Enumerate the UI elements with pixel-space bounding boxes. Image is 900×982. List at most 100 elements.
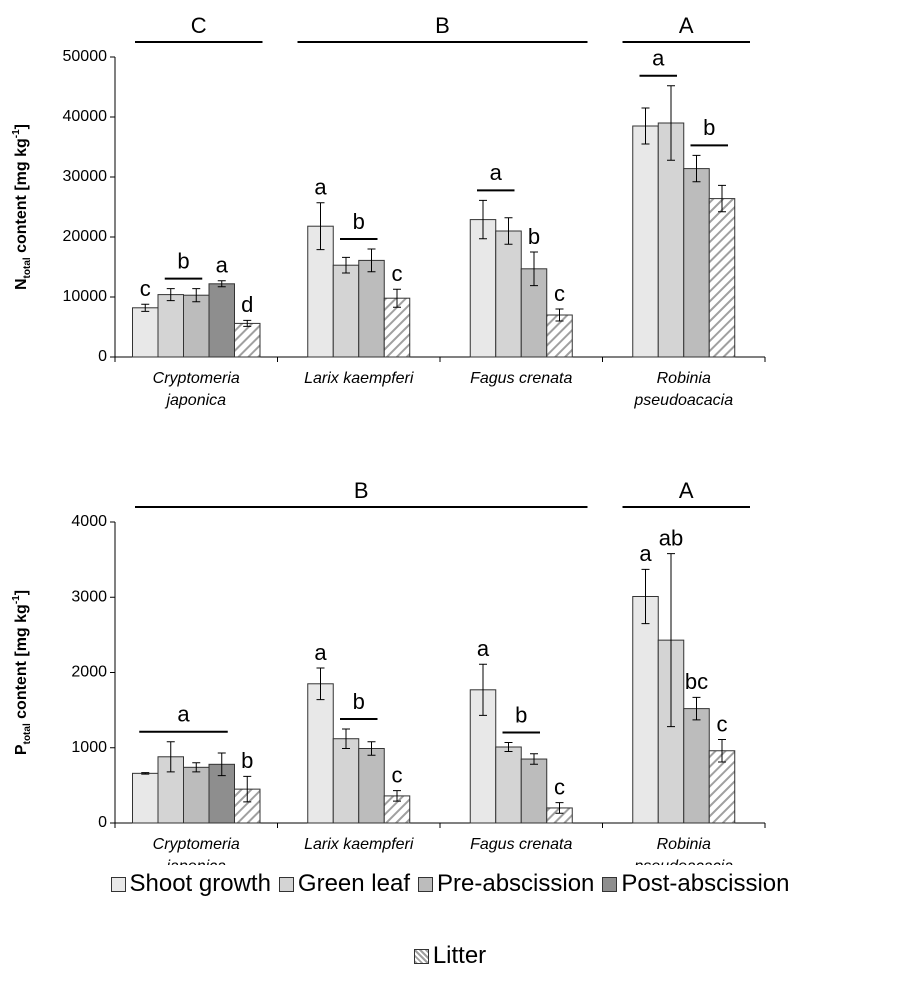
error-bar xyxy=(555,802,564,814)
y-label-part: N xyxy=(13,278,30,290)
category-label: Larix kaempferi xyxy=(304,370,414,387)
category-label: Robinia xyxy=(657,836,711,853)
bar xyxy=(358,748,385,824)
y-tick-label: 1000 xyxy=(71,739,107,756)
bar xyxy=(307,683,334,824)
group-letter: B xyxy=(435,13,450,38)
legend-item: Pre-abscission xyxy=(418,870,594,898)
bar xyxy=(157,294,184,358)
y-label-part: ] xyxy=(13,124,30,129)
group-letter: A xyxy=(679,478,694,503)
legend-label: Litter xyxy=(432,942,487,969)
error-bar xyxy=(141,772,150,775)
y-label-part: -1 xyxy=(11,595,22,604)
legend-swatch xyxy=(413,948,429,964)
error-bar xyxy=(393,790,401,802)
group-letter: B xyxy=(354,478,369,503)
significance-letter: b xyxy=(241,748,253,773)
y-tick-label: 50000 xyxy=(63,48,108,65)
significance-letter: a xyxy=(652,46,665,71)
significance-letter: a xyxy=(314,640,327,665)
category-label: japonica xyxy=(164,392,226,409)
y-tick-label: 40000 xyxy=(63,108,108,125)
bar xyxy=(332,738,360,824)
significance-letter: c xyxy=(717,711,728,736)
legend-swatch xyxy=(602,876,618,892)
y-label-part: ] xyxy=(13,590,30,595)
y-label-part: total xyxy=(22,723,33,744)
error-bar xyxy=(192,288,201,303)
error-bar xyxy=(166,288,175,302)
y-tick-label: 10000 xyxy=(63,288,108,305)
significance-letter: a xyxy=(490,160,503,185)
category-label: Larix kaempferi xyxy=(304,836,414,853)
error-bar xyxy=(641,568,650,625)
y-axis-label: Ptotal content [mg kg-1] xyxy=(11,590,33,755)
significance-letter: b xyxy=(353,209,365,234)
legend-item: Post-abscission xyxy=(602,870,789,898)
error-bar xyxy=(367,741,376,756)
significance-letter: a xyxy=(216,253,229,278)
significance-letter: c xyxy=(140,276,151,301)
bar xyxy=(183,766,210,824)
significance-letter: b xyxy=(177,248,189,273)
significance-letter: a xyxy=(177,702,190,727)
legend-item: Green leaf xyxy=(278,870,410,898)
bar xyxy=(708,198,736,358)
error-bar xyxy=(555,308,564,322)
y-label-part: -1 xyxy=(11,129,22,138)
legend: Shoot growth Green leaf Pre-abscission Post… xyxy=(0,870,900,970)
y-tick-label: 20000 xyxy=(63,228,108,245)
category-label: Robinia xyxy=(657,370,711,387)
bar xyxy=(520,758,548,824)
y-tick-label: 3000 xyxy=(71,588,107,605)
bar xyxy=(632,595,659,824)
legend-label: Pre-abscission xyxy=(437,870,595,897)
significance-letter: b xyxy=(703,115,715,140)
error-bar xyxy=(530,753,538,765)
significance-letter: d xyxy=(241,292,253,317)
bar xyxy=(183,294,210,358)
significance-letter: a xyxy=(477,636,490,661)
bar xyxy=(234,322,261,358)
y-tick-label: 2000 xyxy=(71,664,107,681)
error-bar xyxy=(316,667,325,701)
error-bar xyxy=(342,728,350,750)
error-bar xyxy=(530,251,538,287)
significance-letter: bc xyxy=(685,669,708,694)
legend-label: Green leaf xyxy=(297,870,410,897)
error-bar xyxy=(504,217,513,245)
category-label: pseudoacacia xyxy=(633,858,733,865)
legend-swatch xyxy=(418,876,433,892)
error-bar xyxy=(479,199,487,240)
error-bar xyxy=(166,741,175,773)
significance-letter: a xyxy=(314,175,327,200)
significance-letter: b xyxy=(515,702,527,727)
error-bar xyxy=(243,775,252,803)
significance-letter: b xyxy=(353,689,365,714)
error-bar xyxy=(667,85,675,161)
bar xyxy=(632,125,659,358)
error-bar xyxy=(393,288,401,308)
error-bar xyxy=(641,107,650,145)
bar xyxy=(495,746,522,824)
legend-swatch xyxy=(278,876,294,892)
bar xyxy=(132,772,159,824)
significance-letter: c xyxy=(392,261,403,286)
error-bar xyxy=(718,738,726,763)
bar xyxy=(683,708,710,824)
error-bar xyxy=(718,184,726,213)
category-label: Fagus crenata xyxy=(470,370,572,387)
legend-item: Shoot growth xyxy=(110,870,271,898)
bar xyxy=(132,307,159,358)
y-tick-label: 4000 xyxy=(71,513,107,530)
significance-letter: b xyxy=(528,224,540,249)
significance-letter: c xyxy=(392,762,403,787)
bar xyxy=(469,219,497,358)
error-bar xyxy=(692,696,701,721)
y-tick-label: 30000 xyxy=(63,168,108,185)
y-label-part: total xyxy=(22,257,33,278)
bar xyxy=(683,168,710,358)
error-bar xyxy=(504,741,513,753)
